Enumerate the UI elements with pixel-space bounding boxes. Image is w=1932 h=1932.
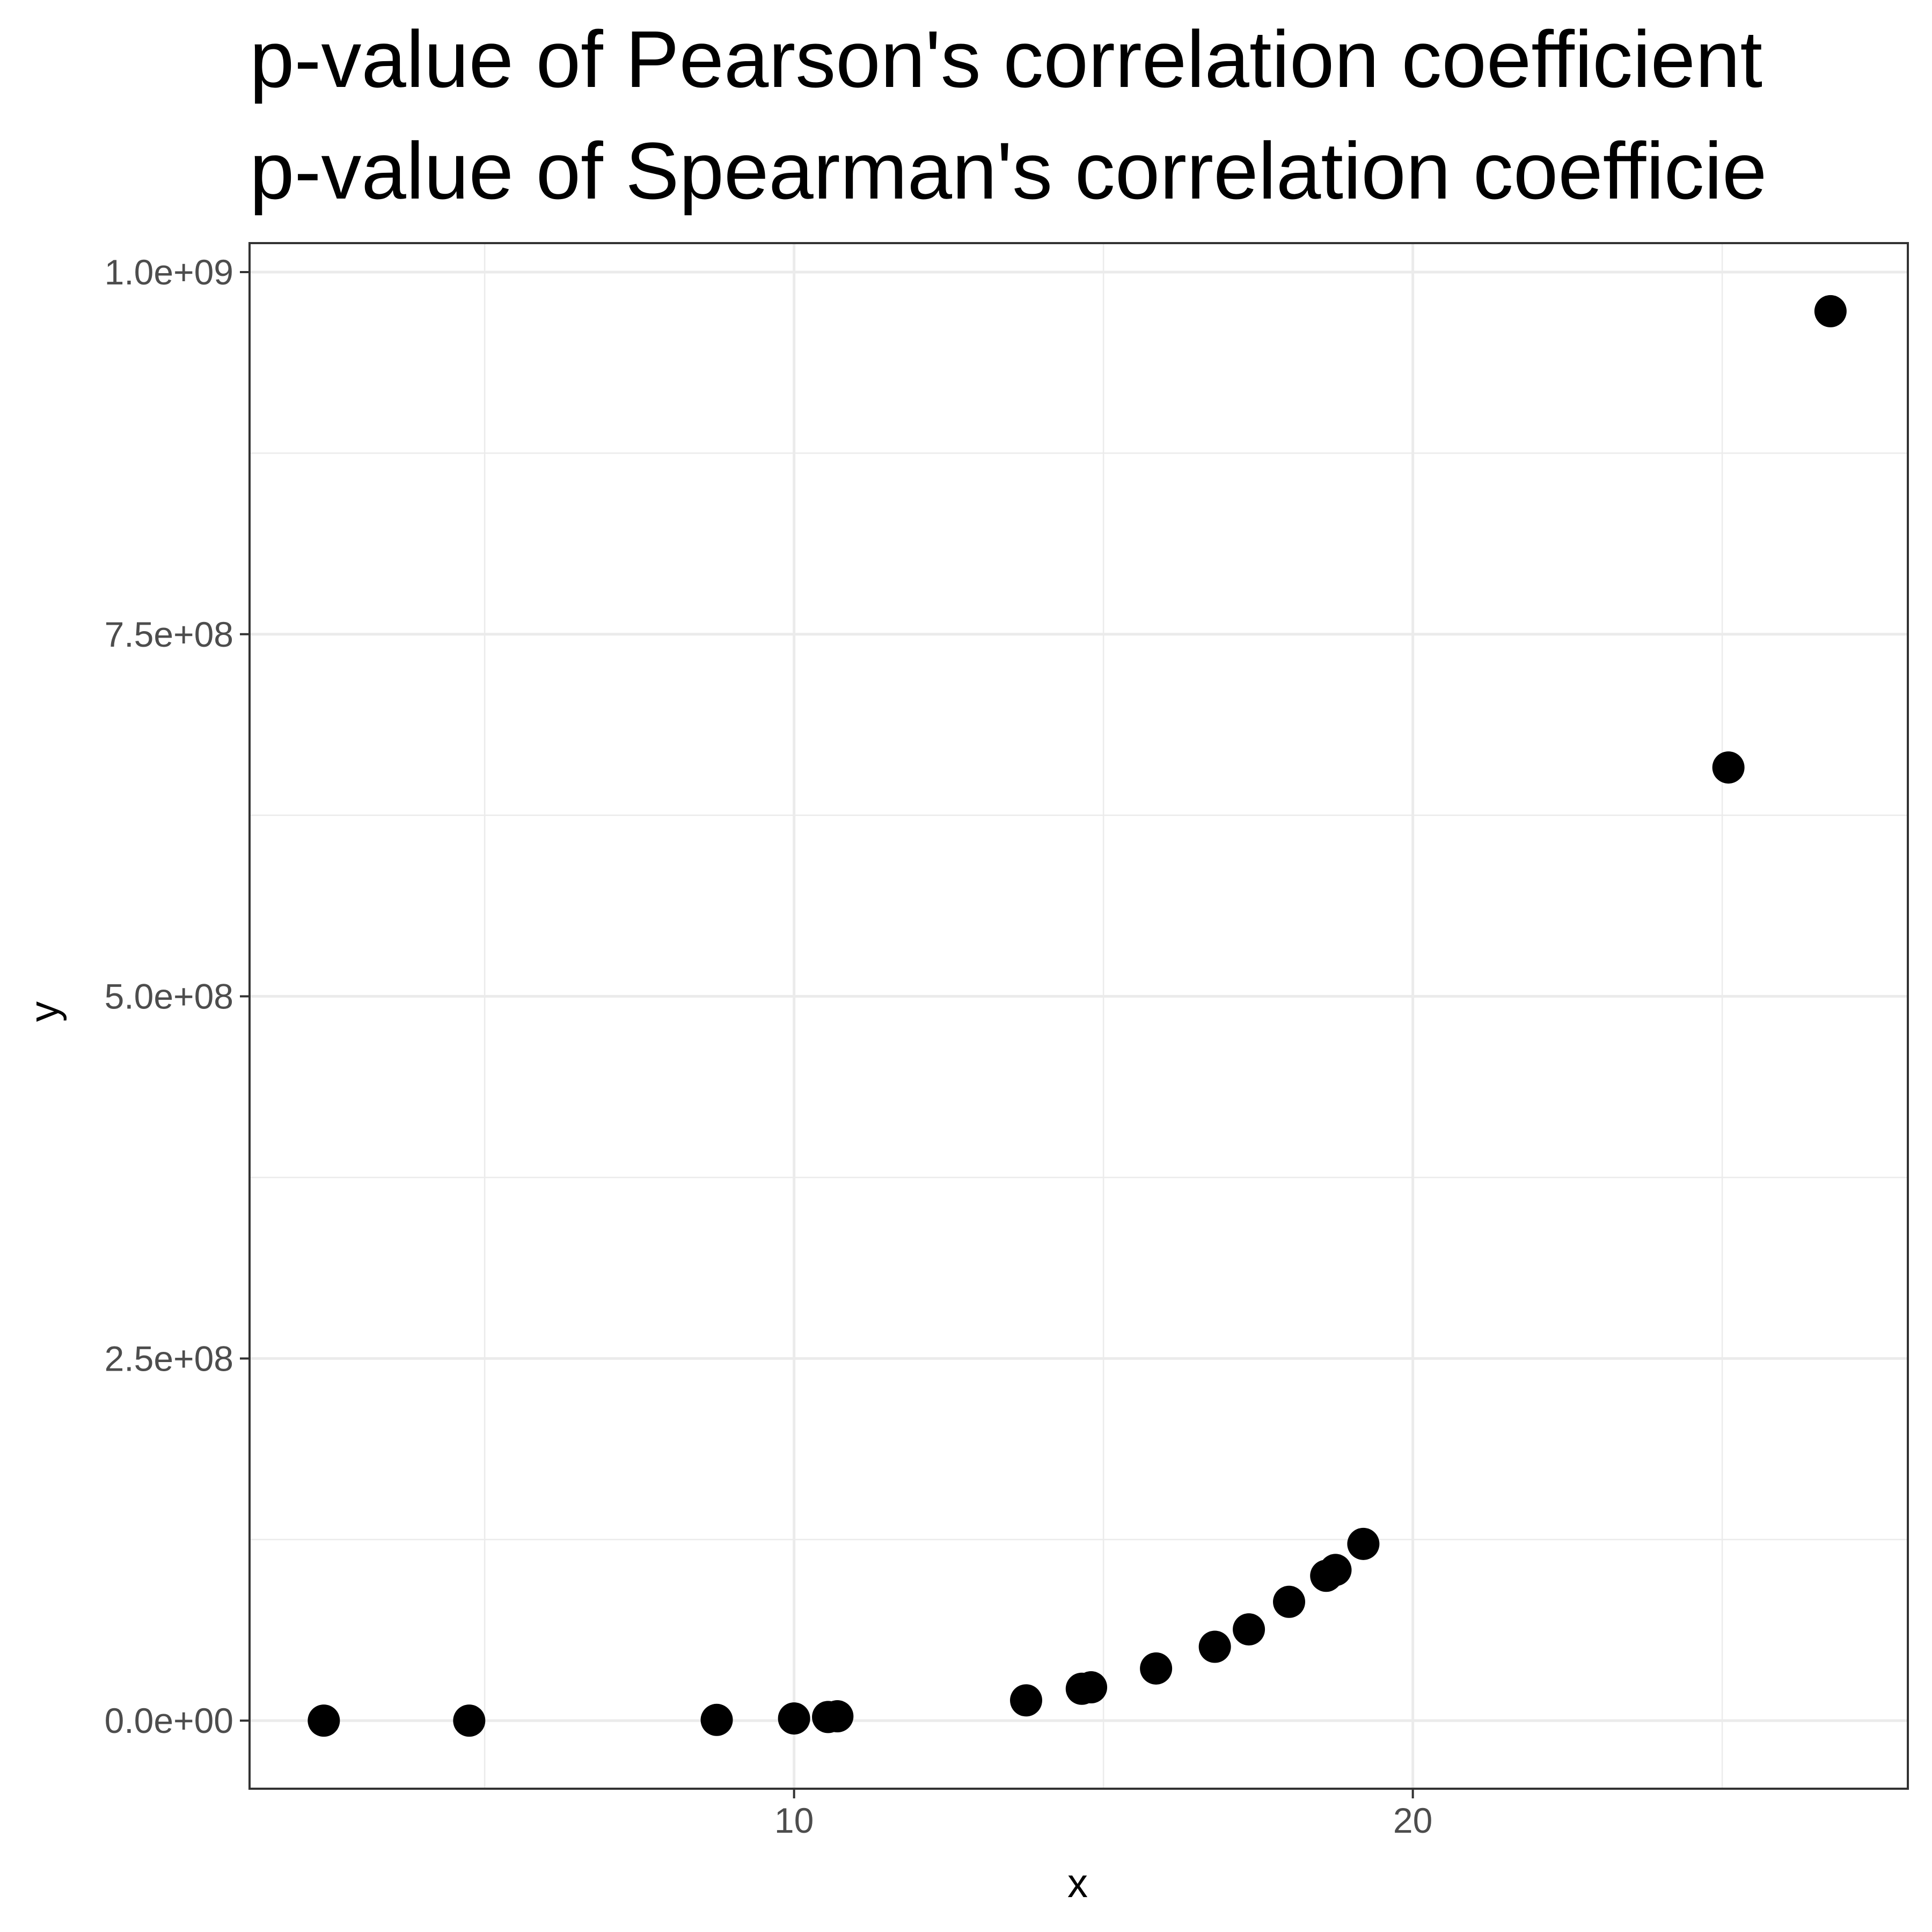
y-tick-label: 2.5e+08 — [105, 1338, 233, 1378]
data-point — [1347, 1527, 1380, 1560]
axes: 10 20 0.0e+00 2.5e+08 5.0e+08 7.5e+08 1.0e+09 — [105, 252, 1433, 1840]
data-point — [778, 1702, 810, 1735]
y-tick-label: 0.0e+00 — [105, 1701, 233, 1740]
data-point — [453, 1704, 486, 1737]
chart-title-line-2: p-value of Spearman's correlation coeffi… — [250, 126, 1767, 216]
data-point — [1009, 1684, 1042, 1717]
chart-title-line-1: p-value of Pearson's correlation coeffic… — [250, 14, 1762, 104]
data-point — [1273, 1585, 1306, 1618]
data-point — [700, 1703, 733, 1736]
y-tick-label: 1.0e+09 — [105, 252, 233, 292]
grid-lines — [250, 243, 1908, 1789]
plot-panel-border — [248, 242, 1909, 1790]
x-axis-label: x — [1067, 1861, 1088, 1906]
data-point — [1319, 1554, 1352, 1586]
y-tick-label: 5.0e+08 — [105, 977, 233, 1016]
data-point — [1233, 1613, 1265, 1646]
y-tick-label: 7.5e+08 — [105, 614, 233, 654]
x-tick-label: 20 — [1393, 1801, 1432, 1840]
data-point — [821, 1700, 854, 1733]
data-point — [308, 1704, 340, 1737]
data-point — [1814, 295, 1847, 327]
data-point — [1140, 1652, 1173, 1685]
data-point — [1712, 751, 1745, 784]
data-points — [308, 295, 1847, 1737]
x-tick-label: 10 — [774, 1801, 814, 1840]
data-point — [1075, 1671, 1108, 1704]
data-point — [1198, 1630, 1231, 1663]
y-axis-label: y — [21, 1001, 67, 1022]
